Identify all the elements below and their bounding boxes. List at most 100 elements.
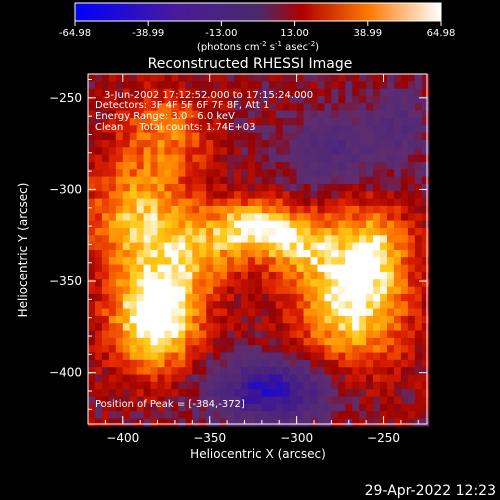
heatmap-cell [150,249,159,258]
heatmap-cell [199,213,207,222]
heatmap-cell [115,110,124,119]
heatmap-cell [324,293,332,302]
heatmap-cell [310,139,319,148]
heatmap-cell [345,264,353,273]
heatmap-cell [101,198,110,207]
heatmap-cell [157,242,166,251]
heatmap-cell [303,154,312,163]
heatmap-cell [136,403,145,412]
heatmap-cell [393,198,402,207]
heatmap-cell [366,103,374,112]
heatmap-cell [164,279,173,288]
heatmap-cell [310,147,319,156]
heatmap-cell [136,242,145,251]
heatmap-cell [192,264,200,273]
heatmap-cell [129,139,138,148]
heatmap-cell [192,154,200,163]
heatmap-cell [338,359,346,368]
heatmap-cell [254,205,263,214]
heatmap-cell [150,183,159,192]
heatmap-cell [234,103,242,112]
heatmap-cell [136,147,145,156]
heatmap-cell [122,117,131,126]
heatmap-cell [310,396,319,405]
heatmap-cell [373,161,381,170]
heatmap-cell [289,242,298,251]
heatmap-cell [164,205,173,214]
heatmap-cell [296,227,305,236]
heatmap-cell [366,381,374,390]
heatmap-cell [380,374,388,383]
heatmap-cell [143,403,152,412]
heatmap-cell [136,125,145,134]
heatmap-cell [192,389,200,398]
heatmap-cell [122,205,131,214]
heatmap-cell [220,293,228,302]
heatmap-cell [94,139,103,148]
heatmap-cell [296,396,305,405]
heatmap-cell [352,396,360,405]
heatmap-cell [289,169,298,178]
heatmap-cell [387,323,395,332]
heatmap-cell [261,352,270,361]
heatmap-cell [400,286,409,295]
heatmap-cell [268,176,277,185]
heatmap-cell [94,286,103,295]
heatmap-cell [359,191,367,200]
heatmap-cell [338,95,346,104]
heatmap-cell [400,161,409,170]
heatmap-cell [101,264,110,273]
heatmap-cell [206,213,214,222]
heatmap-cell [115,147,124,156]
heatmap-cell [157,411,166,420]
heatmap-cell [136,95,145,104]
heatmap-cell [373,154,381,163]
heatmap-cell [261,132,270,141]
heatmap-cell [275,257,284,266]
heatmap-cell [289,183,298,192]
heatmap-cell [400,235,409,244]
heatmap-cell [122,161,131,170]
heatmap-cell [185,235,193,244]
heatmap-cell [289,205,298,214]
heatmap-cell [213,264,221,273]
heatmap-cell [407,183,416,192]
heatmap-cell [136,293,145,302]
heatmap-cell [240,337,249,346]
heatmap-cell [275,235,284,244]
heatmap-cell [247,279,256,288]
heatmap-cell [400,249,409,258]
heatmap-cell [192,220,200,229]
heatmap-cell [199,147,207,156]
heatmap-cell [150,242,159,251]
heatmap-cell [129,176,138,185]
heatmap-cell [164,235,173,244]
heatmap-cell [115,374,124,383]
heatmap-cell [400,323,409,332]
heatmap-cell [359,132,367,141]
heatmap-cell [136,279,145,288]
heatmap-cell [164,249,173,258]
heatmap-cell [317,411,326,420]
heatmap-cell [400,227,409,236]
heatmap-cell [303,389,312,398]
heatmap-cell [268,301,277,310]
heatmap-cell [88,389,96,398]
heatmap-cell [261,257,270,266]
heatmap-cell [352,235,360,244]
heatmap-cell [206,315,214,324]
heatmap-cell [213,125,221,134]
heatmap-cell [122,374,131,383]
heatmap-cell [324,271,332,280]
heatmap-cell [185,81,193,90]
heatmap-cell [199,220,207,229]
heatmap-cell [268,286,277,295]
heatmap-cell [94,249,103,258]
heatmap-cell [171,125,179,134]
heatmap-cell [296,381,305,390]
heatmap-cell [393,213,402,222]
heatmap-cell [400,352,409,361]
heatmap-cell [213,279,221,288]
heatmap-cell [352,381,360,390]
